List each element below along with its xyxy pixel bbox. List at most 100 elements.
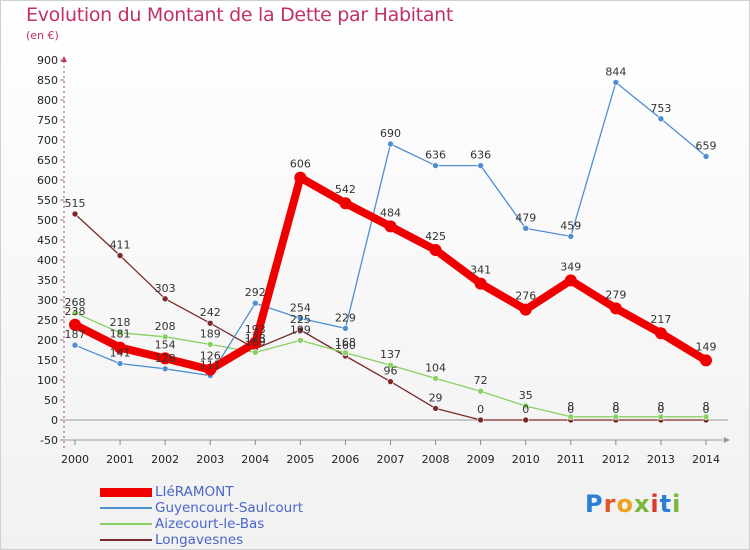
y-tick-label: 400 — [37, 254, 58, 267]
data-label: 0 — [703, 403, 710, 416]
x-tick-label: 2012 — [602, 453, 630, 466]
data-point — [71, 309, 79, 317]
proxiti-logo: Proxiti — [585, 490, 681, 518]
data-label: 659 — [696, 139, 717, 152]
data-point — [384, 220, 397, 233]
y-tick-label: 550 — [37, 194, 58, 207]
data-point — [477, 416, 484, 424]
x-tick-label: 2007 — [377, 453, 405, 466]
logo-letter: i — [650, 490, 660, 518]
data-point — [69, 318, 81, 331]
x-tick-label: 2002 — [151, 453, 179, 466]
data-labels-layer: 515 411 303 242 178 225 160 96 29 0 0 0 0 0 0 268 218 208… — [65, 65, 717, 416]
data-point — [657, 413, 665, 421]
data-point — [387, 378, 394, 385]
data-point — [71, 210, 79, 218]
data-point — [432, 162, 439, 169]
data-point — [429, 244, 442, 256]
data-label: 0 — [477, 403, 484, 416]
legend-swatch — [100, 487, 152, 497]
data-point — [116, 329, 124, 337]
data-point — [477, 162, 484, 169]
data-label: 149 — [696, 340, 717, 353]
data-label: 72 — [474, 374, 488, 387]
data-point — [161, 295, 169, 303]
unit-label: (en €) — [26, 29, 59, 42]
data-point — [114, 341, 127, 354]
data-point — [297, 315, 304, 322]
logo-letter: P — [585, 490, 604, 518]
x-tick-label: 2009 — [467, 453, 495, 466]
data-point — [204, 363, 217, 376]
data-point — [522, 225, 530, 232]
data-label: 425 — [425, 230, 446, 243]
data-label: 349 — [560, 260, 581, 273]
data-point — [71, 341, 79, 349]
legend-item: Aizecourt-le-Bas — [100, 516, 303, 532]
logo-letter: x — [633, 490, 651, 518]
legend-swatch — [100, 507, 152, 509]
data-label: 8 — [703, 400, 710, 413]
legend-swatch — [100, 523, 152, 525]
data-point — [474, 277, 487, 290]
data-point — [387, 140, 394, 148]
data-label: 199 — [290, 323, 311, 336]
data-label: 154 — [155, 338, 176, 351]
y-tick-label: 200 — [37, 334, 58, 347]
logo-letter: i — [672, 490, 682, 518]
x-tick-label: 2003 — [196, 453, 224, 466]
legend-item: Longavesnes — [100, 532, 303, 548]
data-label: 8 — [657, 400, 664, 413]
data-label: 292 — [245, 286, 266, 299]
x-tick-label: 2001 — [106, 453, 134, 466]
data-label: 0 — [522, 403, 529, 416]
legend-swatch — [100, 539, 152, 541]
y-tick-label: 600 — [37, 174, 58, 187]
data-point — [702, 413, 710, 421]
x-tick-label: 2010 — [512, 453, 540, 466]
data-label: 459 — [560, 219, 581, 232]
data-label: 276 — [515, 290, 536, 303]
data-label: 636 — [470, 149, 491, 162]
data-label: 0 — [657, 403, 664, 416]
data-point — [702, 153, 710, 160]
data-point — [609, 302, 622, 315]
chart-title: Evolution du Montant de la Dette par Hab… — [26, 4, 454, 26]
data-label: 160 — [335, 339, 356, 352]
y-tick-label: 500 — [37, 214, 58, 227]
x-tick-label: 2005 — [286, 453, 314, 466]
x-tick-label: 2006 — [331, 453, 359, 466]
data-point — [432, 405, 439, 412]
data-point — [297, 326, 304, 334]
data-label: 0 — [567, 403, 574, 416]
data-point — [567, 413, 575, 421]
data-label: 229 — [335, 311, 356, 324]
y-tick-label: 450 — [37, 234, 58, 247]
data-label: 168 — [335, 336, 356, 349]
data-label: 479 — [515, 211, 536, 224]
data-point — [294, 171, 307, 184]
y-tick-label: 800 — [37, 94, 58, 107]
x-tick-label: 2008 — [422, 453, 450, 466]
data-label: 238 — [65, 305, 86, 318]
data-point — [116, 360, 124, 367]
data-label: 484 — [380, 206, 401, 219]
data-point — [519, 303, 532, 316]
legend-label: Longavesnes — [155, 532, 244, 548]
data-label: 515 — [65, 197, 86, 210]
legend-label: Aizecourt-le-Bas — [155, 516, 265, 532]
data-point — [387, 361, 394, 369]
data-point — [522, 416, 530, 424]
data-point — [612, 79, 620, 86]
data-label: 242 — [200, 306, 221, 319]
data-label: 217 — [650, 313, 671, 326]
data-label: 29 — [429, 391, 443, 404]
data-point — [161, 365, 169, 373]
data-label: 137 — [380, 348, 401, 361]
legend-item: Guyencourt-Saulcourt — [100, 500, 303, 516]
x-tick-label: 2000 — [61, 453, 89, 466]
data-label: 341 — [470, 264, 491, 277]
y-tick-label: 300 — [37, 294, 58, 307]
data-point — [342, 349, 349, 357]
